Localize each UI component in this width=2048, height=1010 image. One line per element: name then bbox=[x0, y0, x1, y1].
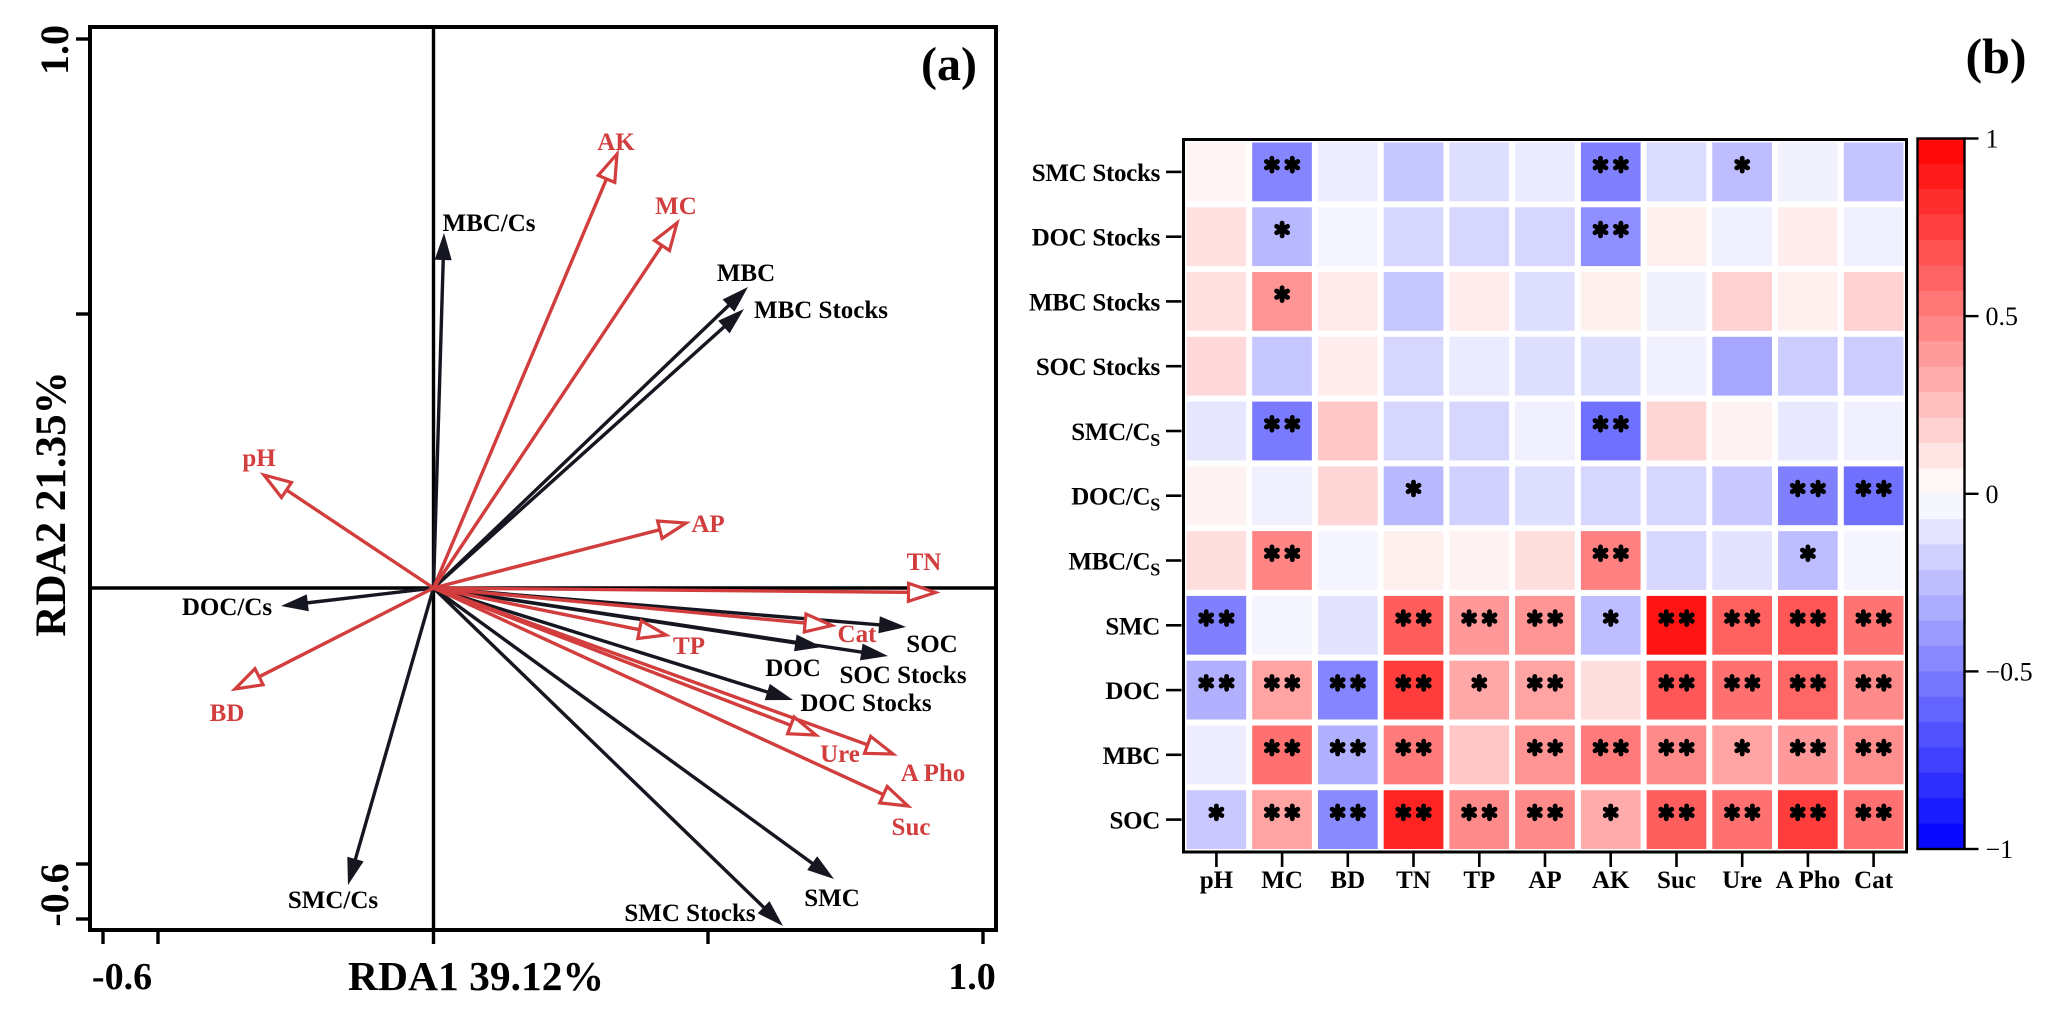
svg-text:-0.6: -0.6 bbox=[32, 863, 77, 926]
svg-text:-0.6: -0.6 bbox=[92, 956, 152, 998]
svg-text:Ure: Ure bbox=[1722, 867, 1762, 894]
svg-text:SOC: SOC bbox=[906, 631, 957, 658]
svg-text:TN: TN bbox=[1396, 867, 1431, 894]
svg-text:A Pho: A Pho bbox=[901, 760, 966, 787]
svg-text:pH: pH bbox=[1200, 867, 1234, 894]
svg-text:Cat: Cat bbox=[1854, 867, 1894, 894]
svg-text:Suc: Suc bbox=[1657, 867, 1696, 894]
svg-text:SMC Stocks: SMC Stocks bbox=[624, 900, 756, 927]
svg-text:(a): (a) bbox=[921, 38, 977, 91]
svg-text:MC: MC bbox=[1261, 867, 1303, 894]
svg-text:DOC Stocks: DOC Stocks bbox=[800, 690, 932, 717]
svg-text:MBC Stocks: MBC Stocks bbox=[754, 297, 888, 324]
svg-text:TP: TP bbox=[673, 633, 705, 660]
svg-text:0: 0 bbox=[1986, 480, 1999, 509]
svg-text:Cat: Cat bbox=[838, 621, 878, 648]
svg-text:BD: BD bbox=[1330, 867, 1365, 894]
svg-text:−0.5: −0.5 bbox=[1986, 657, 2033, 686]
svg-text:MBC: MBC bbox=[717, 260, 775, 287]
svg-text:1: 1 bbox=[1986, 125, 1999, 154]
svg-text:1.0: 1.0 bbox=[32, 25, 77, 75]
svg-text:SOC: SOC bbox=[1109, 808, 1160, 835]
svg-text:A Pho: A Pho bbox=[1776, 867, 1841, 894]
svg-text:TN: TN bbox=[907, 549, 942, 576]
svg-text:pH: pH bbox=[242, 445, 276, 472]
svg-text:DOC/Cs: DOC/Cs bbox=[182, 594, 273, 621]
svg-text:SOC Stocks: SOC Stocks bbox=[839, 662, 966, 689]
svg-text:AK: AK bbox=[1592, 867, 1630, 894]
svg-text:DOC/CS: DOC/CS bbox=[1071, 484, 1160, 515]
svg-text:Ure: Ure bbox=[820, 741, 860, 768]
svg-text:DOC: DOC bbox=[1105, 678, 1160, 705]
svg-text:SMC/Cs: SMC/Cs bbox=[288, 887, 379, 914]
svg-text:MBC/Cs: MBC/Cs bbox=[442, 210, 535, 237]
svg-text:SMC/CS: SMC/CS bbox=[1071, 419, 1160, 450]
svg-text:SMC: SMC bbox=[1105, 613, 1160, 640]
svg-text:1.0: 1.0 bbox=[948, 956, 996, 998]
svg-text:MC: MC bbox=[655, 193, 697, 220]
svg-text:DOC: DOC bbox=[765, 655, 821, 682]
svg-text:SMC Stocks: SMC Stocks bbox=[1032, 160, 1161, 187]
svg-text:−1: −1 bbox=[1986, 835, 2014, 864]
svg-text:DOC Stocks: DOC Stocks bbox=[1032, 225, 1161, 252]
svg-text:MBC Stocks: MBC Stocks bbox=[1029, 289, 1161, 316]
svg-text:AP: AP bbox=[691, 511, 724, 538]
svg-text:SOC Stocks: SOC Stocks bbox=[1036, 354, 1161, 381]
svg-text:BD: BD bbox=[210, 700, 245, 727]
svg-text:Suc: Suc bbox=[892, 814, 931, 841]
svg-text:MBC/CS: MBC/CS bbox=[1068, 549, 1160, 580]
svg-text:RDA1 39.12%: RDA1 39.12% bbox=[348, 953, 604, 999]
svg-text:SMC: SMC bbox=[804, 885, 860, 912]
svg-text:TP: TP bbox=[1463, 867, 1495, 894]
svg-text:AK: AK bbox=[597, 129, 635, 156]
svg-text:RDA2 21.35%: RDA2 21.35% bbox=[28, 371, 75, 636]
svg-text:AP: AP bbox=[1528, 867, 1561, 894]
svg-text:MBC: MBC bbox=[1103, 743, 1160, 770]
svg-text:(b): (b) bbox=[1965, 28, 2026, 84]
svg-text:0.5: 0.5 bbox=[1986, 302, 2019, 331]
